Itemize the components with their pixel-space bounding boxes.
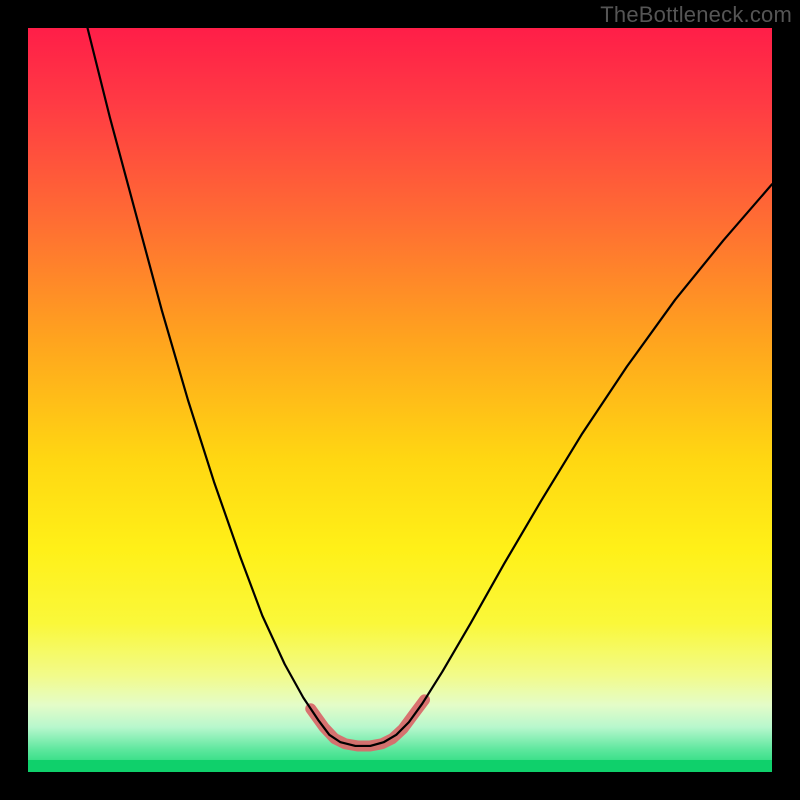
chart-plot-area xyxy=(28,28,772,772)
chart-outer-frame: TheBottleneck.com xyxy=(0,0,800,800)
bottleneck-curve xyxy=(88,28,772,746)
chart-svg-layer xyxy=(28,28,772,772)
watermark-text: TheBottleneck.com xyxy=(600,2,792,28)
